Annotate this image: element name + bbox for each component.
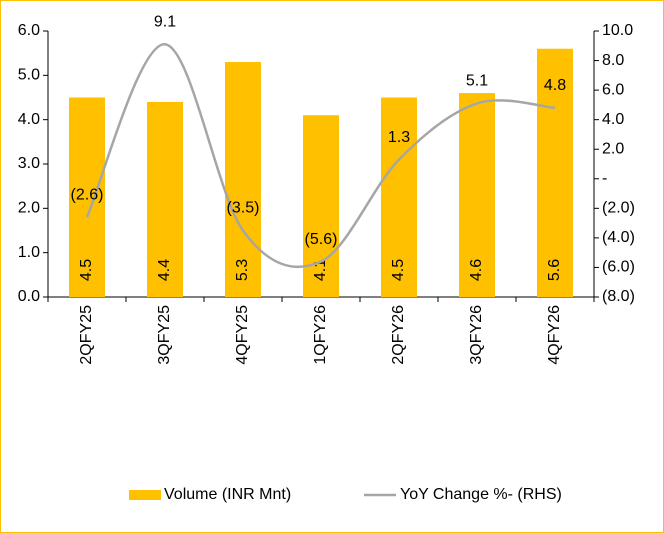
y-tick-label: 2.0 (18, 200, 40, 217)
x-tick-label: 1QFY26 (312, 305, 329, 365)
y-tick-label: 1.0 (18, 244, 40, 261)
bar (69, 97, 105, 297)
y-tick-label: 0.0 (18, 288, 40, 305)
bar (537, 48, 573, 297)
line-value-label: (5.6) (305, 231, 338, 248)
bar-value-label: 5.3 (234, 259, 251, 281)
y2-tick-label: 4.0 (602, 111, 624, 128)
legend-label: Volume (INR Mnt) (164, 486, 291, 503)
x-tick-label: 3QFY26 (468, 305, 485, 365)
bar-value-label: 4.6 (468, 259, 485, 281)
y2-tick-label: 2.0 (602, 140, 624, 157)
x-tick-label: 2QFY26 (390, 305, 407, 365)
bar-value-label: 5.6 (546, 259, 563, 281)
line-value-label: (2.6) (71, 186, 104, 203)
y-tick-label: 5.0 (18, 67, 40, 84)
line-value-label: 4.8 (544, 77, 566, 94)
y2-tick-label: (4.0) (602, 229, 635, 246)
bar-value-label: 4.5 (78, 259, 95, 281)
bar (381, 97, 417, 297)
y2-tick-label: (8.0) (602, 288, 635, 305)
y-tick-label: 6.0 (18, 22, 40, 39)
line-value-label: 1.3 (388, 129, 410, 146)
x-tick-label: 3QFY25 (156, 305, 173, 365)
bar (225, 62, 261, 298)
y2-tick-label: 10.0 (602, 22, 633, 39)
x-tick-label: 4QFY26 (546, 305, 563, 365)
y2-tick-label: (2.0) (602, 200, 635, 217)
bar-value-label: 4.5 (390, 259, 407, 281)
bar (459, 93, 495, 297)
bar (147, 101, 183, 297)
bar-value-label: 4.4 (156, 259, 173, 281)
y2-tick-label: 6.0 (602, 81, 624, 98)
line (85, 43, 556, 269)
y2-tick-label: (6.0) (602, 259, 635, 276)
y2-tick-label: - (602, 170, 607, 187)
line-value-label: 9.1 (154, 14, 176, 31)
legend-label: YoY Change %- (RHS) (400, 486, 562, 503)
x-tick-label: 4QFY25 (234, 305, 251, 365)
y2-tick-label: 8.0 (602, 52, 624, 69)
legend-swatch (129, 490, 161, 500)
line-value-label: (3.5) (227, 200, 260, 217)
y-tick-label: 4.0 (18, 111, 40, 128)
line-value-label: 5.1 (466, 73, 488, 90)
x-tick-label: 2QFY25 (78, 305, 95, 365)
y-tick-label: 3.0 (18, 155, 40, 172)
